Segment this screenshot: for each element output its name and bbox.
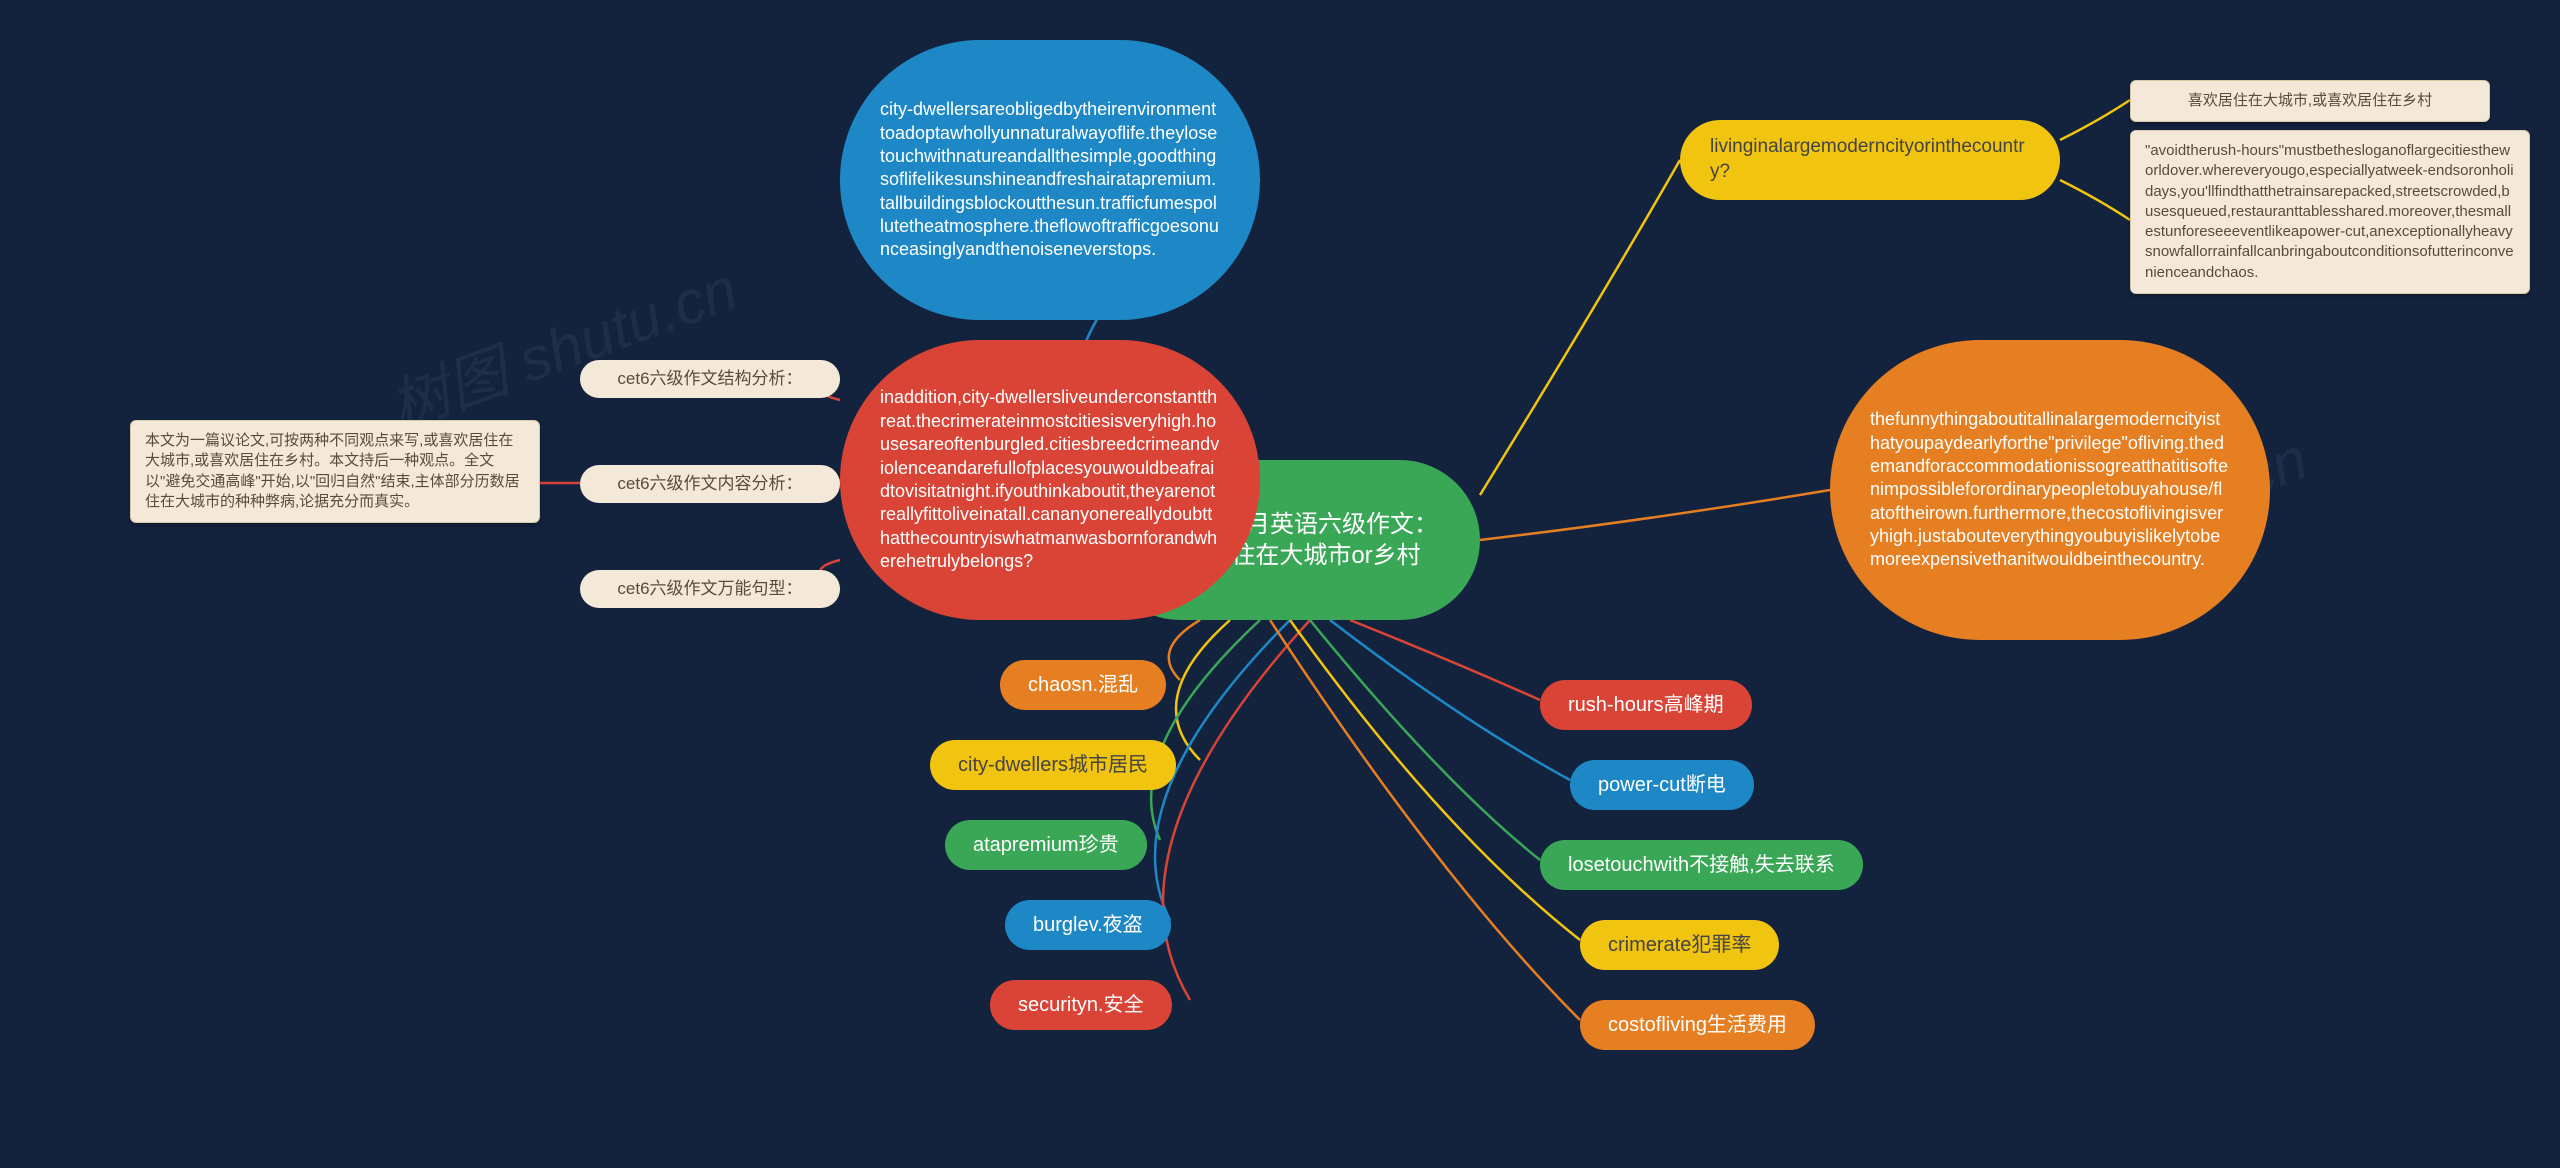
big-node-orange[interactable]: thefunnythingaboutitallinalargemoderncit…	[1830, 340, 2270, 640]
pill-node[interactable]: securityn.安全	[990, 980, 1172, 1030]
note-node[interactable]: 本文为一篇议论文,可按两种不同观点来写,或喜欢居住在大城市,或喜欢居住在乡村。本…	[130, 420, 540, 523]
big-node-text: thefunnythingaboutitallinalargemoderncit…	[1870, 408, 2230, 572]
pill-node[interactable]: city-dwellers城市居民	[930, 740, 1176, 790]
pill-node[interactable]: power-cut断电	[1570, 760, 1754, 810]
pill-node[interactable]: crimerate犯罪率	[1580, 920, 1779, 970]
question-node[interactable]: livinginalargemoderncityorinthecountry?	[1680, 120, 2060, 200]
pill-node[interactable]: atapremium珍贵	[945, 820, 1147, 870]
big-node-text: city-dwellersareobligedbytheirenvironmen…	[880, 98, 1220, 262]
question-text: livinginalargemoderncityorinthecountry?	[1710, 135, 2030, 184]
pill-node[interactable]: chaosn.混乱	[1000, 660, 1166, 710]
pill-node[interactable]: rush-hours高峰期	[1540, 680, 1752, 730]
big-node-red[interactable]: inaddition,city-dwellersliveunderconstan…	[840, 340, 1260, 620]
small-pill-node[interactable]: cet6六级作文万能句型：	[580, 570, 840, 608]
pill-node[interactable]: losetouchwith不接触,失去联系	[1540, 840, 1863, 890]
note-node[interactable]: 喜欢居住在大城市,或喜欢居住在乡村	[2130, 80, 2490, 122]
watermark: 树图 shutu.cn	[376, 240, 747, 446]
big-node-text: inaddition,city-dwellersliveunderconstan…	[880, 386, 1220, 573]
small-pill-node[interactable]: cet6六级作文结构分析：	[580, 360, 840, 398]
pill-node[interactable]: costofliving生活费用	[1580, 1000, 1815, 1050]
pill-node[interactable]: burglev.夜盗	[1005, 900, 1171, 950]
small-pill-node[interactable]: cet6六级作文内容分析：	[580, 465, 840, 503]
big-node-blue[interactable]: city-dwellersareobligedbytheirenvironmen…	[840, 40, 1260, 320]
note-node[interactable]: "avoidtherush-hours"mustbethesloganoflar…	[2130, 130, 2530, 294]
